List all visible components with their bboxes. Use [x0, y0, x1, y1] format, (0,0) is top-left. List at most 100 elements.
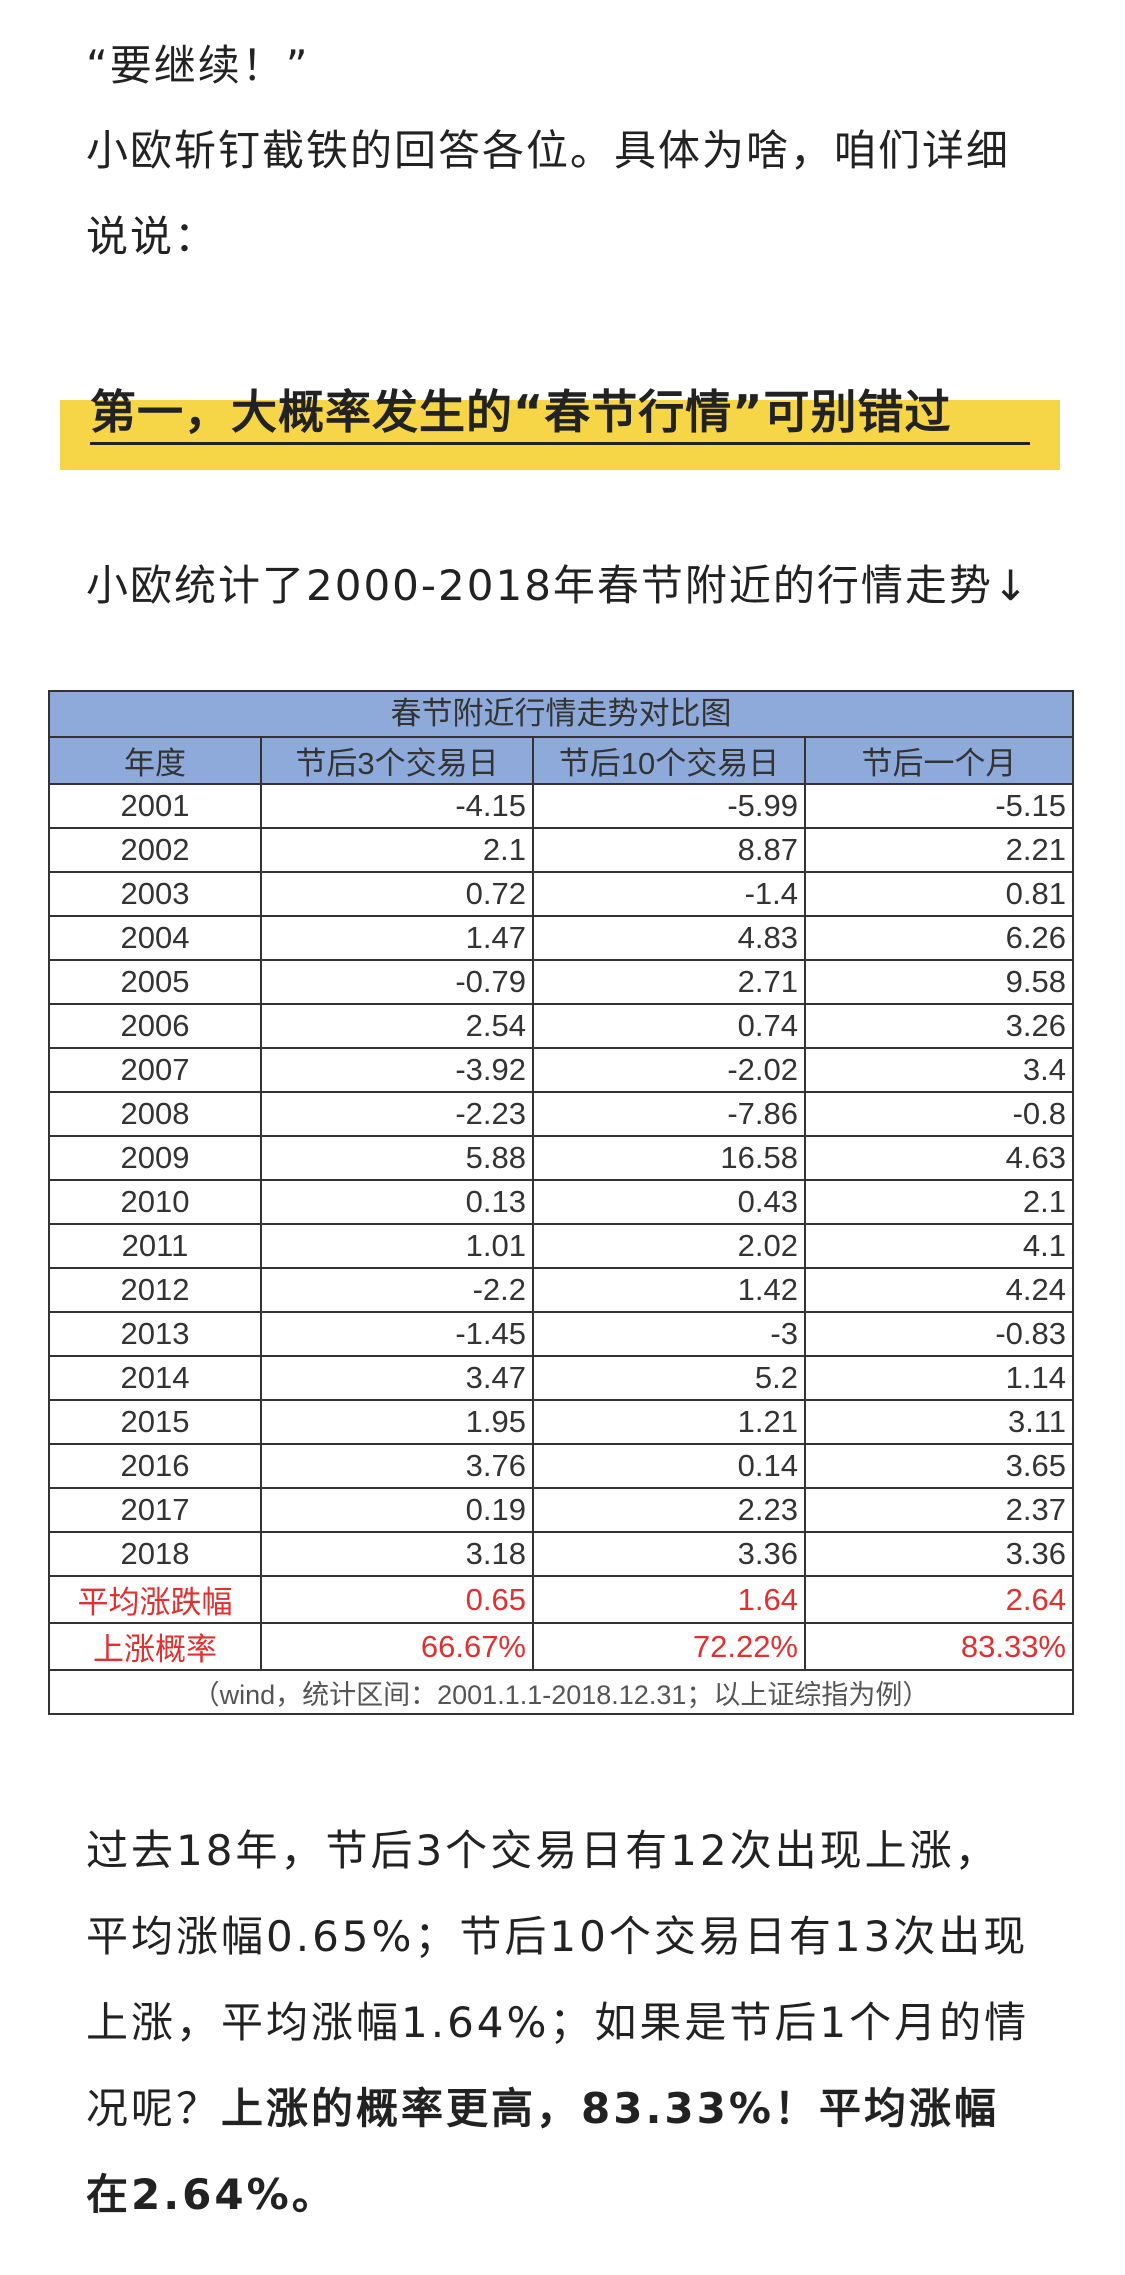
- table-row: 2011 1.01 2.02 4.1: [48, 1223, 1074, 1269]
- cell-after-10-days: 2.23: [532, 1487, 806, 1533]
- cell-after-10-days: 3.36: [532, 1531, 806, 1577]
- cell-after-3-days: -2.23: [260, 1091, 534, 1137]
- table-row: 2006 2.54 0.74 3.26: [48, 1003, 1074, 1049]
- table-row: 2003 0.72 -1.4 0.81: [48, 871, 1074, 917]
- header-year: 年度: [48, 736, 262, 785]
- average-10-days: 1.64: [532, 1575, 806, 1624]
- cell-after-3-days: 5.88: [260, 1135, 534, 1181]
- section-heading: 第一，大概率发生的“春节行情”可别错过: [60, 382, 1060, 470]
- cell-after-one-month: 2.37: [804, 1487, 1074, 1533]
- cell-after-one-month: 0.81: [804, 871, 1074, 917]
- stat-intro-paragraph: 小欧统计了2000-2018年春节附近的行情走势↓: [86, 561, 1031, 610]
- table-row: 2010 0.13 0.43 2.1: [48, 1179, 1074, 1225]
- table-row: 2012 -2.2 1.42 4.24: [48, 1267, 1074, 1313]
- cell-after-10-days: 8.87: [532, 827, 806, 873]
- cell-after-one-month: 4.63: [804, 1135, 1074, 1181]
- cell-year: 2001: [48, 783, 262, 829]
- quote-paragraph: “要继续！”: [86, 41, 310, 90]
- cell-after-3-days: 3.18: [260, 1531, 534, 1577]
- festival-market-table: 春节附近行情走势对比图 年度 节后3个交易日 节后10个交易日 节后一个月 20…: [48, 690, 1074, 1715]
- probability-one-month: 83.33%: [804, 1622, 1074, 1671]
- cell-after-10-days: 2.71: [532, 959, 806, 1005]
- cell-after-3-days: -2.2: [260, 1267, 534, 1313]
- cell-after-one-month: 2.1: [804, 1179, 1074, 1225]
- table-row: 2005 -0.79 2.71 9.58: [48, 959, 1074, 1005]
- header-one-month: 节后一个月: [804, 736, 1074, 785]
- cell-after-10-days: -3: [532, 1311, 806, 1357]
- cell-after-10-days: 0.74: [532, 1003, 806, 1049]
- cell-after-one-month: 3.65: [804, 1443, 1074, 1489]
- cell-after-3-days: 3.47: [260, 1355, 534, 1401]
- cell-after-one-month: 9.58: [804, 959, 1074, 1005]
- table-body: 2001 -4.15 -5.99 -5.15 2002 2.1 8.87 2.21 2003 0.…: [48, 783, 1074, 1715]
- cell-year: 2006: [48, 1003, 262, 1049]
- cell-after-10-days: 1.21: [532, 1399, 806, 1445]
- cell-after-3-days: 2.54: [260, 1003, 534, 1049]
- cell-year: 2002: [48, 827, 262, 873]
- summary-paragraph: 过去18年，节后3个交易日有12次出现上涨，平均涨幅0.65%；节后10个交易日…: [86, 1808, 1039, 2238]
- section-heading-text: 第一，大概率发生的“春节行情”可别错过: [90, 382, 1030, 445]
- table-row: 2018 3.18 3.36 3.36: [48, 1531, 1074, 1577]
- cell-year: 2007: [48, 1047, 262, 1093]
- cell-after-10-days: -2.02: [532, 1047, 806, 1093]
- cell-after-3-days: 3.76: [260, 1443, 534, 1489]
- cell-year: 2015: [48, 1399, 262, 1445]
- cell-after-one-month: -0.8: [804, 1091, 1074, 1137]
- table-row: 2015 1.95 1.21 3.11: [48, 1399, 1074, 1445]
- source-note: （wind，统计区间：2001.1.1-2018.12.31；以上证综指为例）: [48, 1669, 1074, 1715]
- cell-after-one-month: 2.21: [804, 827, 1074, 873]
- average-3-days: 0.65: [260, 1575, 534, 1624]
- cell-after-3-days: 1.01: [260, 1223, 534, 1269]
- cell-after-10-days: 0.14: [532, 1443, 806, 1489]
- cell-year: 2012: [48, 1267, 262, 1313]
- average-row: 平均涨跌幅 0.65 1.64 2.64: [48, 1575, 1074, 1624]
- probability-row: 上涨概率 66.67% 72.22% 83.33%: [48, 1622, 1074, 1671]
- cell-after-one-month: -5.15: [804, 783, 1074, 829]
- cell-after-3-days: 1.47: [260, 915, 534, 961]
- header-3-days: 节后3个交易日: [260, 736, 534, 785]
- cell-year: 2004: [48, 915, 262, 961]
- cell-after-3-days: -4.15: [260, 783, 534, 829]
- cell-after-one-month: 3.4: [804, 1047, 1074, 1093]
- cell-after-10-days: 1.42: [532, 1267, 806, 1313]
- probability-label: 上涨概率: [48, 1622, 262, 1671]
- table-row: 2004 1.47 4.83 6.26: [48, 915, 1074, 961]
- cell-year: 2010: [48, 1179, 262, 1225]
- table-row: 2014 3.47 5.2 1.14: [48, 1355, 1074, 1401]
- cell-year: 2009: [48, 1135, 262, 1181]
- cell-after-one-month: 4.1: [804, 1223, 1074, 1269]
- cell-after-10-days: 5.2: [532, 1355, 806, 1401]
- cell-year: 2014: [48, 1355, 262, 1401]
- table-row: 2008 -2.23 -7.86 -0.8: [48, 1091, 1074, 1137]
- cell-after-one-month: 6.26: [804, 915, 1074, 961]
- cell-after-10-days: 2.02: [532, 1223, 806, 1269]
- cell-after-one-month: 4.24: [804, 1267, 1074, 1313]
- table-title: 春节附近行情走势对比图: [48, 690, 1074, 736]
- cell-year: 2018: [48, 1531, 262, 1577]
- cell-year: 2011: [48, 1223, 262, 1269]
- header-10-days: 节后10个交易日: [532, 736, 806, 785]
- cell-year: 2005: [48, 959, 262, 1005]
- cell-after-one-month: 1.14: [804, 1355, 1074, 1401]
- cell-after-10-days: 16.58: [532, 1135, 806, 1181]
- source-note-row: （wind，统计区间：2001.1.1-2018.12.31；以上证综指为例）: [48, 1669, 1074, 1715]
- table-row: 2007 -3.92 -2.02 3.4: [48, 1047, 1074, 1093]
- cell-after-10-days: -5.99: [532, 783, 806, 829]
- table-row: 2001 -4.15 -5.99 -5.15: [48, 783, 1074, 829]
- cell-after-3-days: 1.95: [260, 1399, 534, 1445]
- cell-after-3-days: 2.1: [260, 827, 534, 873]
- cell-after-3-days: 0.19: [260, 1487, 534, 1533]
- table-row: 2013 -1.45 -3 -0.83: [48, 1311, 1074, 1357]
- cell-after-3-days: -1.45: [260, 1311, 534, 1357]
- table-header-row: 年度 节后3个交易日 节后10个交易日 节后一个月: [48, 736, 1074, 785]
- table-row: 2017 0.19 2.23 2.37: [48, 1487, 1074, 1533]
- cell-after-one-month: 3.11: [804, 1399, 1074, 1445]
- cell-after-3-days: -0.79: [260, 959, 534, 1005]
- cell-after-10-days: 4.83: [532, 915, 806, 961]
- cell-after-one-month: 3.26: [804, 1003, 1074, 1049]
- table-row: 2016 3.76 0.14 3.65: [48, 1443, 1074, 1489]
- cell-year: 2016: [48, 1443, 262, 1489]
- table-row: 2009 5.88 16.58 4.63: [48, 1135, 1074, 1181]
- cell-after-10-days: -1.4: [532, 871, 806, 917]
- summary-emphasis: 上涨的概率更高，83.33%！平均涨幅在2.64%。: [86, 2084, 999, 2219]
